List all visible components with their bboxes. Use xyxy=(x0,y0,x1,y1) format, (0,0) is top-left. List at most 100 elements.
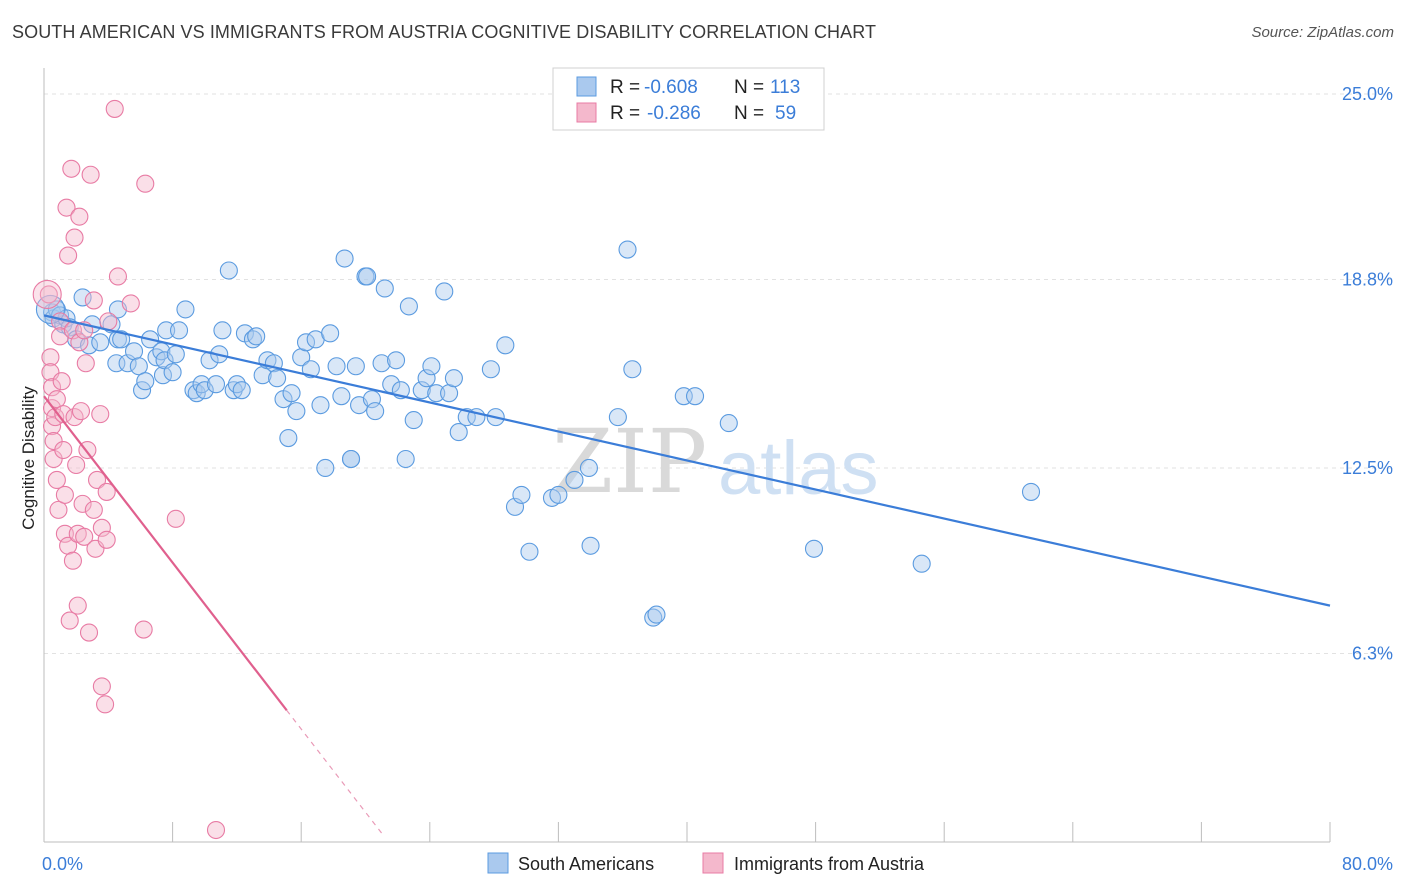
south-americans-point-80 xyxy=(422,357,441,376)
immigrants-austria-point-57 xyxy=(166,509,185,528)
south-americans-point-97 xyxy=(579,458,598,478)
south-americans-point-88 xyxy=(481,360,500,379)
south-americans-point-76 xyxy=(396,449,415,469)
south-americans-point-31 xyxy=(176,300,195,319)
legend-r-south-americans: -0.608 xyxy=(644,77,698,98)
immigrants-austria-point-26 xyxy=(65,228,84,247)
immigrants-austria-point-28 xyxy=(67,455,86,475)
south-americans-point-99 xyxy=(608,408,627,427)
source-label: Source: ZipAtlas.com xyxy=(1251,24,1394,41)
legend-n-immigrants-austria: 59 xyxy=(775,103,796,124)
south-americans-point-81 xyxy=(427,384,446,403)
immigrants-austria-point-48 xyxy=(96,695,115,714)
immigrants-austria-point-39 xyxy=(79,623,99,642)
south-americans-point-108 xyxy=(912,554,931,573)
immigrants-austria-point-53 xyxy=(108,267,127,286)
south-americans-point-95 xyxy=(549,485,568,504)
immigrants-austria-point-18 xyxy=(55,524,74,543)
trend-lines xyxy=(43,314,1331,834)
immigrants-austria-point-55 xyxy=(134,620,153,639)
immigrants-austria-point-50 xyxy=(97,530,116,549)
south-americans-point-69 xyxy=(362,390,381,409)
south-americans-point-27 xyxy=(157,321,176,340)
x-tick-label-1: 80.0% xyxy=(1342,854,1393,874)
south-americans-point-60 xyxy=(316,458,335,478)
south-americans-point-101 xyxy=(618,240,637,259)
x-tick-label-0: 0.0% xyxy=(42,854,83,874)
south-americans-point-53 xyxy=(282,384,301,403)
trend-line-immigrants-austria xyxy=(43,395,288,712)
south-americans-point-83 xyxy=(440,384,459,403)
south-americans-point-8 xyxy=(73,288,92,307)
south-americans-point-18 xyxy=(124,342,144,361)
watermark: ZIP atlas xyxy=(552,410,879,513)
immigrants-austria-point-17 xyxy=(55,485,74,504)
immigrants-austria-point-47 xyxy=(92,677,111,696)
x-tick-labels: 0.0% 80.0% xyxy=(42,854,1393,874)
legend-n-south-americans: 113 xyxy=(770,77,800,98)
immigrants-austria-point-9 xyxy=(47,390,66,409)
svg-text:R =: R = xyxy=(610,77,640,98)
south-americans-point-66 xyxy=(346,357,365,376)
immigrants-austria-point-14 xyxy=(52,372,71,391)
south-americans-point-30 xyxy=(169,321,189,340)
immigrants-austria-point-30 xyxy=(68,596,87,615)
south-americans-point-39 xyxy=(213,321,232,340)
immigrants-austria-point-51 xyxy=(99,312,118,331)
y-tick-label-0: 6.3% xyxy=(1352,643,1393,663)
south-americans-point-98 xyxy=(581,536,600,555)
immigrants-austria-point-23 xyxy=(62,159,81,178)
legend-r-immigrants-austria: -0.286 xyxy=(647,103,701,124)
immigrants-austria-point-1 xyxy=(41,348,60,367)
south-americans-point-71 xyxy=(372,354,391,373)
immigrants-austria-point-58 xyxy=(206,820,226,840)
immigrants-austria-point-0 xyxy=(39,285,58,304)
south-americans-point-50 xyxy=(268,369,287,388)
south-americans-point-84 xyxy=(444,369,463,388)
south-americans-point-106 xyxy=(719,414,738,433)
series-south-americans-points xyxy=(35,240,1041,627)
south-americans-point-92 xyxy=(512,485,531,504)
south-americans-point-29 xyxy=(166,345,185,364)
trend-line-south-americans xyxy=(43,314,1331,607)
svg-text:R =: R = xyxy=(610,103,640,124)
immigrants-austria-point-11 xyxy=(49,500,68,519)
legend-swatch-immigrants-austria xyxy=(576,102,597,123)
south-americans-point-46 xyxy=(247,327,266,346)
immigrants-austria-point-54 xyxy=(121,294,140,313)
y-tick-label-2: 18.8% xyxy=(1342,269,1393,289)
immigrants-austria-point-31 xyxy=(70,207,89,226)
series-immigrants-austria-points xyxy=(32,99,226,840)
south-americans-point-96 xyxy=(565,470,584,489)
immigrants-austria-point-41 xyxy=(84,291,103,310)
south-americans-point-100 xyxy=(623,360,642,379)
south-americans-point-59 xyxy=(311,396,330,415)
legend-swatch-south-americans xyxy=(576,76,597,97)
south-americans-cluster-point xyxy=(35,294,65,324)
immigrants-austria-point-34 xyxy=(73,494,92,513)
south-americans-point-103 xyxy=(647,605,666,624)
south-americans-point-77 xyxy=(404,411,423,430)
immigrants-austria-point-56 xyxy=(136,174,155,193)
south-americans-point-105 xyxy=(685,387,705,406)
south-americans-point-93 xyxy=(520,542,539,561)
south-americans-point-52 xyxy=(279,429,298,448)
y-tick-label-3: 25.0% xyxy=(1342,84,1393,104)
south-americans-point-54 xyxy=(287,402,306,421)
south-americans-point-70 xyxy=(366,402,385,421)
y-axis-label: Cognitive Disability xyxy=(19,386,38,530)
south-americans-point-62 xyxy=(327,357,346,376)
immigrants-austria-point-32 xyxy=(70,333,89,352)
bottom-legend: South Americans Immigrants from Austria xyxy=(487,852,925,874)
immigrants-austria-point-3 xyxy=(42,378,62,397)
south-americans-point-14 xyxy=(112,330,131,349)
south-americans-point-79 xyxy=(417,369,436,388)
svg-text:N =: N = xyxy=(734,103,764,124)
south-americans-point-82 xyxy=(435,282,454,301)
y-tick-labels: 6.3% 12.5% 18.8% 25.0% xyxy=(1342,84,1393,664)
immigrants-austria-point-25 xyxy=(63,551,82,570)
top-legend: R = -0.608 N = 113 R = -0.286 N = 59 xyxy=(552,67,825,131)
south-americans-point-85 xyxy=(449,423,468,442)
immigrants-austria-cluster-point xyxy=(32,279,62,309)
south-americans-point-112 xyxy=(375,279,394,298)
